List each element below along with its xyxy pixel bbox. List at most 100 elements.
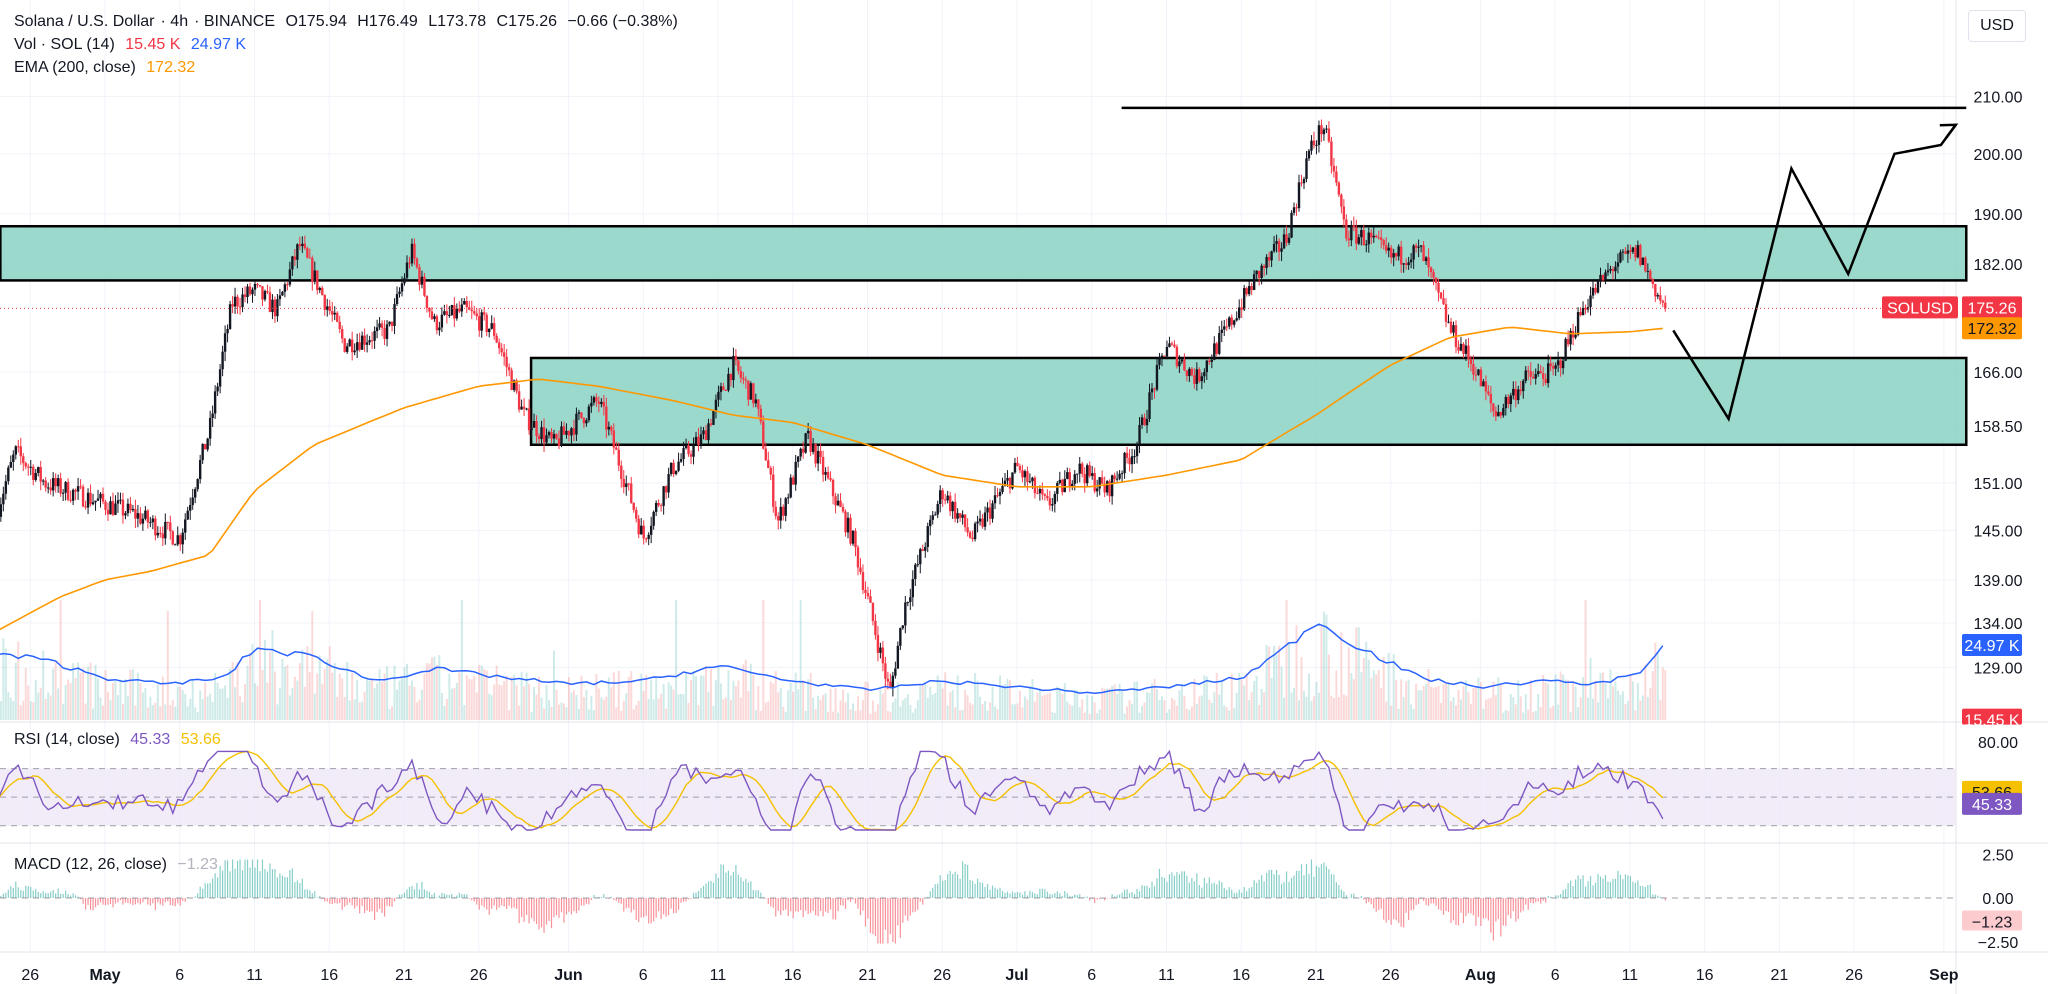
candle-body [1143,417,1146,426]
drawings[interactable] [0,106,1967,422]
candle-body [1180,359,1184,362]
candle-body [176,535,179,545]
volume-bar [911,712,914,720]
volume-bar [221,688,224,720]
volume-bar [1534,710,1537,720]
candle-body [799,448,802,457]
volume-bar [450,688,453,720]
candle-body [1255,270,1258,275]
volume-bar [899,706,902,720]
volume-bar [311,611,314,720]
volume-bar [291,687,294,720]
zones [0,224,1968,447]
volume-ma-badge-text: 24.97 K [1964,638,2019,655]
candle-body [1449,321,1453,333]
candle-body [570,428,573,436]
candle-body [1063,478,1066,493]
candle-body [1048,498,1052,506]
volume-bar [42,650,45,720]
candle-body [1424,257,1428,262]
volume-bar [1268,646,1271,720]
time-tick-label: 11 [246,967,263,984]
time-tick-label: Jun [554,967,582,984]
rsi-tick-label: 80.00 [1978,735,2018,752]
candle-body [291,256,294,270]
ema-legend[interactable]: EMA (200, close) 172.32 [14,59,201,77]
volume-bar [378,668,381,720]
candle-body [904,602,907,626]
candle-body [587,406,591,421]
volume-bar [866,682,869,720]
volume-bar [647,698,650,720]
volume-legend[interactable]: Vol · SOL (14) 15.45 K 24.97 K [14,36,252,54]
volume-bar [1472,687,1475,720]
candle-body [849,517,852,544]
candle-body [1160,355,1164,358]
volume-bar [1574,686,1577,720]
candle-body [1013,462,1017,473]
volume-bar [1549,707,1552,720]
macd-pane [0,859,1956,944]
candle-body [941,490,944,500]
candle-body [939,490,942,505]
volume-bar [909,705,912,720]
candle-body [216,386,219,392]
candle-body [889,681,892,688]
macd-legend[interactable]: MACD (12, 26, close) −1.23 [14,856,224,874]
rsi-legend[interactable]: RSI (14, close) 45.33 53.66 [14,731,227,749]
candle-body [592,397,596,403]
candle-body [1051,504,1054,506]
time-tick-label: 21 [395,967,413,984]
candlesticks[interactable] [0,119,1667,697]
volume-bar [1283,697,1286,720]
volume-bar [695,676,698,720]
volume-bar [1512,697,1515,720]
candle-body [1532,376,1535,379]
price-axis[interactable]: 210.00 200.00 190.00 182.00 166.00 158.50 151.… [1974,90,2023,952]
candle-body [1305,158,1308,179]
volume-bar [62,703,65,720]
volume-bar [1395,679,1398,720]
candle-body [1434,277,1438,283]
candle-body [1242,288,1246,310]
candle-body [1267,256,1271,261]
volume-bar [500,685,503,720]
candle-body [1452,325,1455,333]
candle-body [1038,489,1042,494]
volume-bar [490,695,493,720]
volume-bar [692,671,695,720]
volume-bar [1238,673,1241,720]
candle-body [1175,346,1179,367]
volume-bar [1026,699,1029,720]
volume-bar [435,665,438,720]
candle-body [296,244,299,260]
volume-bar [861,699,864,720]
candle-body [550,432,553,439]
candle-body [370,340,374,342]
currency-button[interactable]: USD [1968,10,2026,42]
candle-body [355,342,359,351]
volume-bar [717,666,720,720]
candle-body [547,432,551,436]
volume-bar [971,704,974,720]
candle-body [1215,343,1218,354]
candle-body [1280,248,1283,252]
volume-bar [64,684,67,720]
candle-body [1252,274,1256,290]
symbol-name[interactable]: Solana / U.S. Dollar [14,13,155,30]
volume-bar [949,692,952,720]
volume-bar [1106,688,1109,720]
volume-bar [959,710,962,720]
candle-body [1230,317,1233,325]
candle-body [1105,481,1109,493]
volume-bar [824,693,827,720]
time-tick-label: May [89,967,120,984]
candle-body [94,500,97,503]
time-axis[interactable]: 26 May 6 11 16 21 26 Jun 6 11 16 21 26 Jul 6 11 16 21 26 Au… [21,967,1958,984]
volume-bar [74,677,77,720]
candle-body [1589,295,1592,308]
candle-body [1130,456,1134,465]
candle-body [1362,230,1365,246]
candle-body [206,438,209,450]
